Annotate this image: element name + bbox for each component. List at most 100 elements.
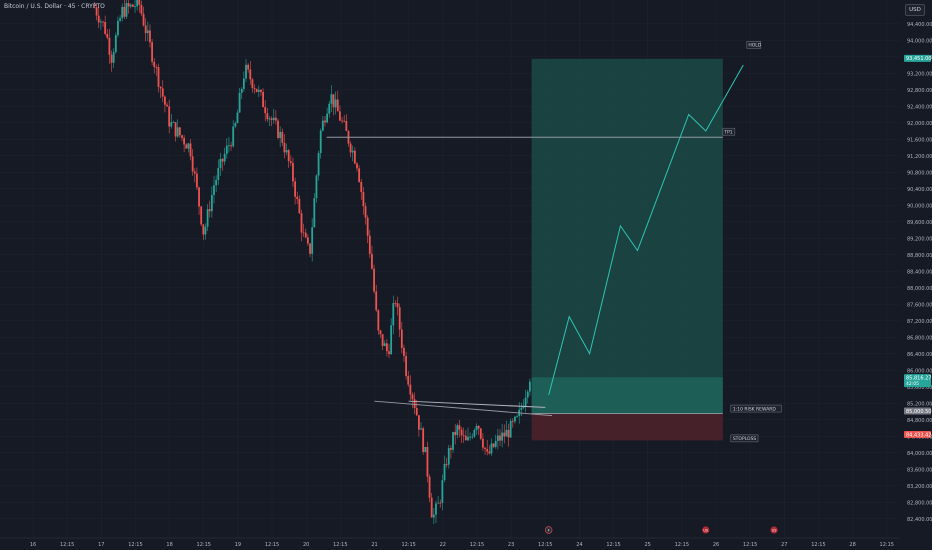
candle-body — [249, 69, 252, 80]
candle-body — [208, 209, 211, 212]
candle-body — [496, 435, 499, 441]
time-tick-label: 12:15 — [197, 542, 211, 548]
candle-body — [302, 232, 305, 234]
candle-body — [358, 168, 361, 182]
price-tick-label: 86,400.00 — [907, 352, 932, 358]
price-tick-label: 85,200.00 — [907, 401, 932, 407]
candle-body — [454, 431, 457, 436]
stoploss-label: STOPLOSS — [733, 436, 757, 442]
candle-body — [486, 448, 489, 452]
event-markers: F US US — [544, 526, 778, 534]
drawing-lines — [326, 64, 744, 417]
candle-body — [511, 420, 514, 422]
candle-body — [119, 18, 121, 21]
price-tag-label: 93,451.00 — [906, 56, 931, 62]
candle-body — [225, 145, 228, 154]
currency-button[interactable]: USD — [905, 4, 925, 16]
candle-body — [452, 431, 454, 450]
price-tick-label: 87,600.00 — [907, 302, 932, 308]
time-axis[interactable]: 16 12:15 17 12:15 18 12:15 19 12:15 20 12:15 21 12:… — [0, 537, 900, 548]
price-tick-label: 89,200.00 — [907, 236, 932, 242]
candle-body — [437, 502, 440, 504]
price-tick-label: 90,400.00 — [907, 187, 932, 193]
time-tick-label: 18 — [166, 542, 172, 548]
candle-body — [501, 432, 504, 441]
candle-body — [164, 96, 166, 105]
time-tick-label: 28 — [849, 542, 855, 548]
candle-body — [349, 143, 352, 153]
candle-body — [123, 6, 126, 17]
candle-body — [383, 343, 386, 346]
time-tick-label: 12:15 — [265, 542, 279, 548]
candle-body — [172, 122, 175, 124]
candle-body — [499, 435, 501, 441]
candle-body — [315, 175, 318, 199]
candle-body — [198, 187, 200, 207]
price-tick-label: 91,600.00 — [907, 137, 932, 143]
candle-body — [170, 122, 173, 127]
candle-body — [507, 429, 510, 438]
candle-body — [232, 126, 235, 147]
candle-body — [435, 503, 437, 515]
candle-body — [379, 330, 382, 335]
candle-body — [266, 113, 269, 120]
candle-body — [159, 86, 162, 89]
candle-body — [99, 21, 102, 23]
price-tick-label: 94,000.00 — [907, 38, 932, 44]
candle-body — [420, 428, 422, 430]
candle-body — [298, 199, 301, 214]
candle-body — [328, 103, 331, 114]
candle-body — [202, 224, 205, 235]
price-tick-label: 86,000.00 — [907, 368, 932, 374]
candle-body — [430, 497, 433, 518]
candle-body — [178, 127, 181, 136]
candle-body — [324, 120, 326, 123]
time-tick-label: 24 — [576, 542, 582, 548]
price-tag — [904, 54, 931, 62]
current-profit-zone — [531, 377, 723, 414]
candle-body — [292, 162, 294, 182]
price-tag — [904, 374, 931, 388]
candle-body — [368, 235, 371, 254]
time-tick-label: 23 — [508, 542, 514, 548]
candle-body — [514, 416, 516, 422]
event-label: US — [772, 529, 778, 533]
candle-body — [125, 3, 128, 17]
chart-grid — [0, 0, 900, 538]
candle-body — [509, 420, 512, 438]
candle-body — [121, 6, 124, 19]
candle-body — [117, 20, 119, 36]
candle-body — [443, 463, 446, 481]
candle-body — [371, 253, 373, 269]
candle-body — [520, 407, 523, 410]
candle-body — [279, 131, 282, 139]
candle-body — [415, 408, 418, 416]
candle-body — [364, 206, 367, 218]
candle-body — [234, 123, 237, 127]
price-tag-label: 85,816.27 — [906, 375, 931, 381]
candle-body — [191, 156, 194, 172]
candle-body — [176, 127, 179, 137]
candle-body — [183, 137, 186, 145]
price-tick-label: 83,600.00 — [907, 467, 932, 473]
candle-body — [206, 209, 209, 227]
candle-body — [411, 394, 414, 400]
price-tick-label: 92,000.00 — [907, 121, 932, 127]
time-tick-label: 12:15 — [401, 542, 415, 548]
candle-body — [490, 443, 493, 454]
candle-body — [426, 446, 429, 477]
candle-body — [388, 351, 390, 355]
candle-body — [311, 227, 314, 254]
trendline — [374, 400, 553, 417]
candle-body — [285, 150, 288, 153]
price-tick-label: 91,200.00 — [907, 154, 932, 160]
candle-body — [93, 7, 96, 9]
candle-body — [260, 89, 262, 92]
candle-body — [422, 428, 425, 453]
risk-reward-label-box — [730, 404, 782, 413]
price-axis[interactable]: 82,400.00 82,800.00 83,200.00 83,600.00 84,0… — [904, 22, 932, 523]
candle-body — [445, 463, 448, 465]
candle-body — [253, 88, 256, 89]
candle-body — [95, 7, 98, 16]
